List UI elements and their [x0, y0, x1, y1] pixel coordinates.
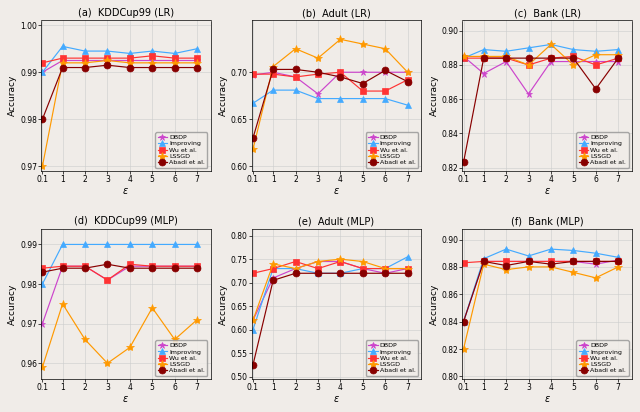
Title: (d)  KDDCup99 (MLP): (d) KDDCup99 (MLP): [74, 216, 178, 227]
Legend: DBDP, Improving, Wu et al., LSSGD, Abadi et al.: DBDP, Improving, Wu et al., LSSGD, Abadi…: [577, 132, 628, 168]
Legend: DBDP, Improving, Wu et al., LSSGD, Abadi et al.: DBDP, Improving, Wu et al., LSSGD, Abadi…: [366, 340, 418, 376]
Title: (a)  KDDCup99 (LR): (a) KDDCup99 (LR): [78, 8, 174, 18]
Y-axis label: Accuracy: Accuracy: [429, 283, 438, 325]
Y-axis label: Accuracy: Accuracy: [219, 283, 228, 325]
X-axis label: $\epsilon$: $\epsilon$: [333, 394, 340, 404]
X-axis label: $\epsilon$: $\epsilon$: [543, 394, 550, 404]
Legend: DBDP, Improving, Wu et al., LSSGD, Abadi et al.: DBDP, Improving, Wu et al., LSSGD, Abadi…: [577, 340, 628, 376]
X-axis label: $\epsilon$: $\epsilon$: [122, 394, 129, 404]
Y-axis label: Accuracy: Accuracy: [8, 283, 17, 325]
X-axis label: $\epsilon$: $\epsilon$: [333, 185, 340, 196]
Title: (e)  Adult (MLP): (e) Adult (MLP): [298, 216, 374, 227]
Y-axis label: Accuracy: Accuracy: [8, 75, 17, 117]
Y-axis label: Accuracy: Accuracy: [219, 75, 228, 117]
Title: (b)  Adult (LR): (b) Adult (LR): [302, 8, 371, 18]
Legend: DBDP, Improving, Wu et al., LSSGD, Abadi et al.: DBDP, Improving, Wu et al., LSSGD, Abadi…: [156, 132, 207, 168]
X-axis label: $\epsilon$: $\epsilon$: [543, 185, 550, 196]
X-axis label: $\epsilon$: $\epsilon$: [122, 185, 129, 196]
Title: (c)  Bank (LR): (c) Bank (LR): [513, 8, 580, 18]
Title: (f)  Bank (MLP): (f) Bank (MLP): [511, 216, 583, 227]
Y-axis label: Accuracy: Accuracy: [429, 75, 438, 117]
Legend: DBDP, Improving, Wu et al., LSSGD, Abadi et al.: DBDP, Improving, Wu et al., LSSGD, Abadi…: [156, 340, 207, 376]
Legend: DBDP, Improving, Wu et al., LSSGD, Abadi et al.: DBDP, Improving, Wu et al., LSSGD, Abadi…: [366, 132, 418, 168]
